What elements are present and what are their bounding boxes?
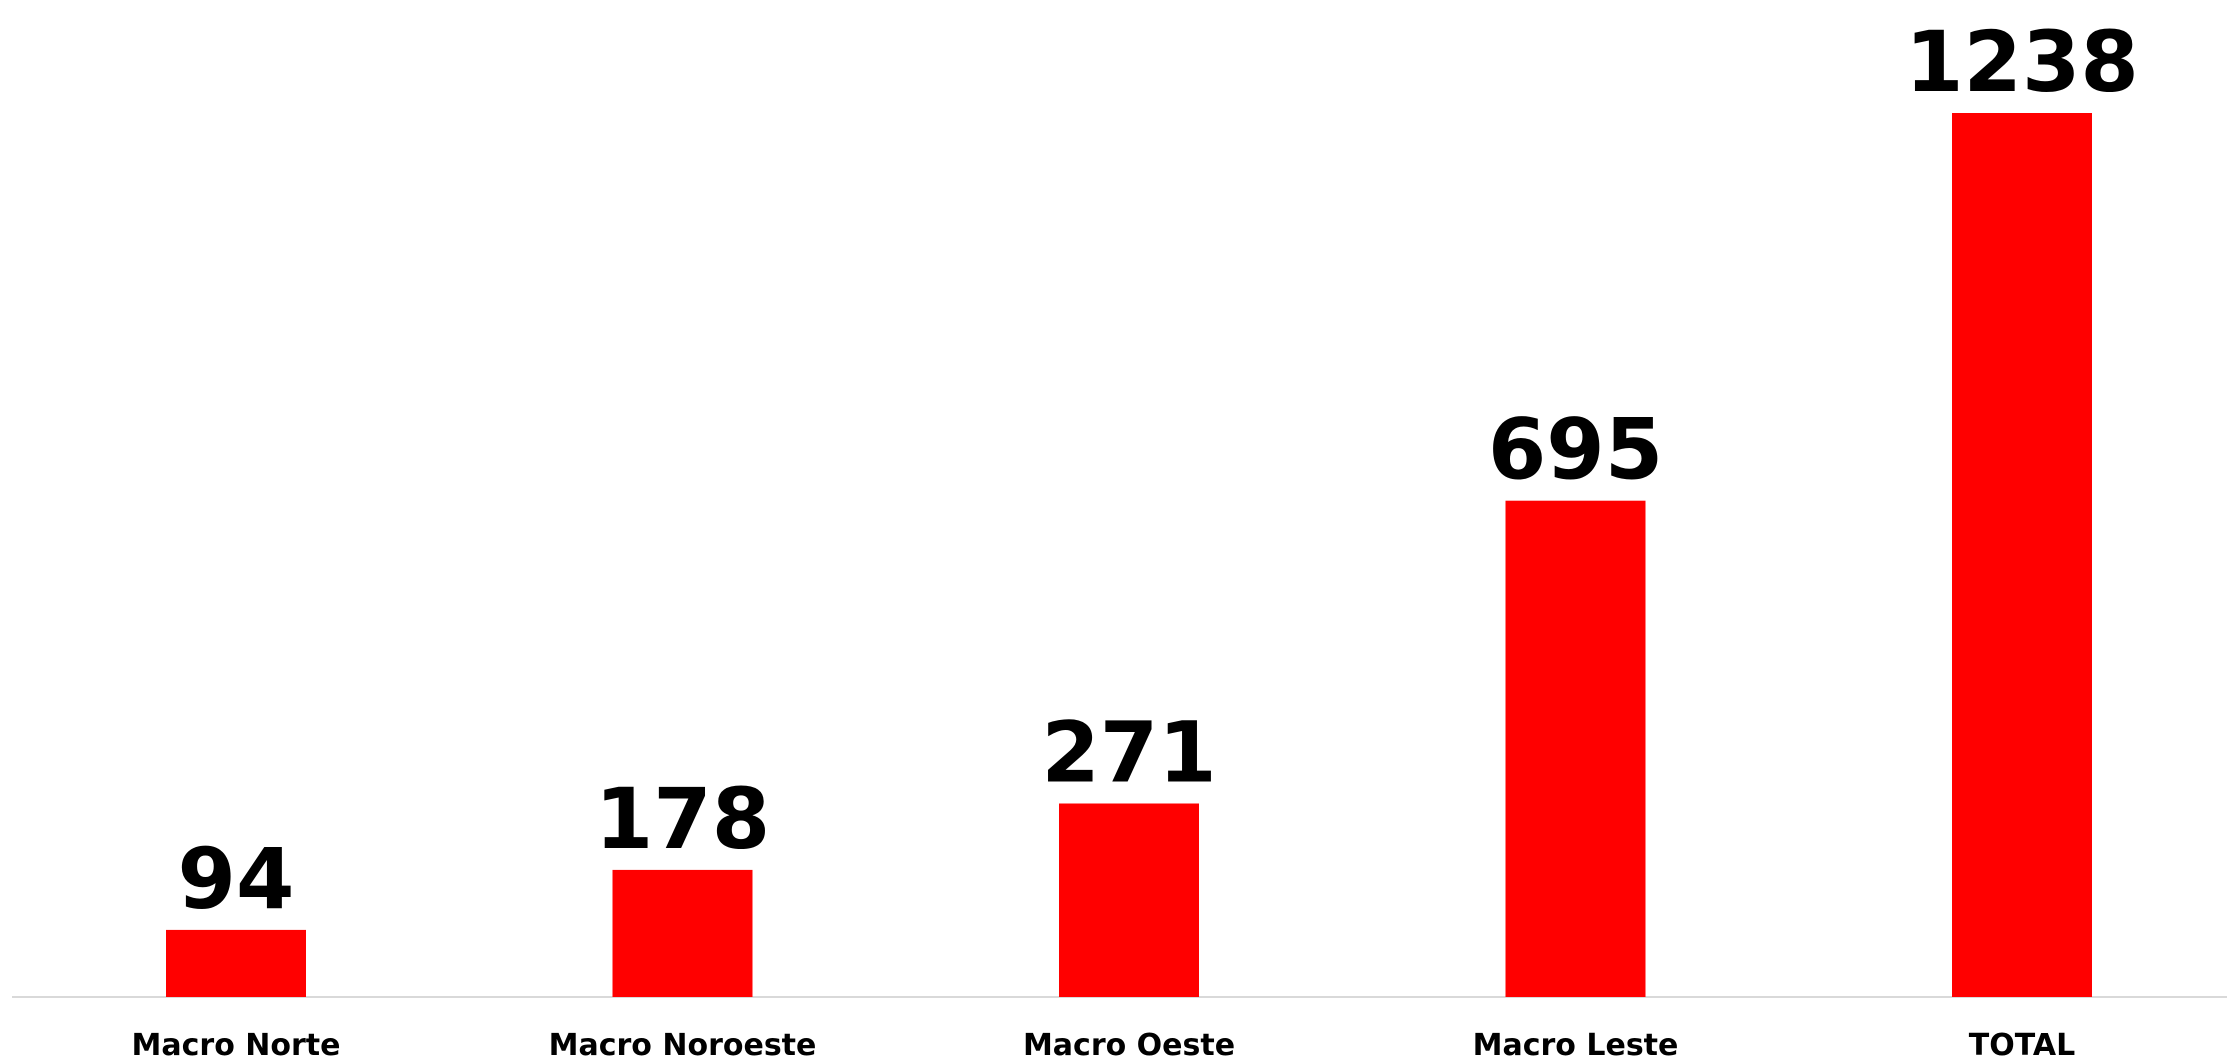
bar xyxy=(1505,500,1646,997)
category-tick-label: Macro Oeste xyxy=(1023,1028,1235,1061)
value-labels-group: 94 178 271 695 1238 xyxy=(178,13,2139,928)
category-tick-label: Macro Noroeste xyxy=(549,1028,817,1061)
category-tick-label: Macro Norte xyxy=(132,1028,341,1061)
category-labels-group: Macro Norte Macro Noroeste Macro Oeste Macr… xyxy=(132,1028,2076,1061)
bars-group xyxy=(166,113,2092,997)
bar xyxy=(1059,803,1199,997)
bar-value-label: 695 xyxy=(1488,401,1663,499)
bar xyxy=(166,929,306,997)
bar xyxy=(1952,113,2092,997)
bar-value-label: 94 xyxy=(178,830,295,928)
bar-value-label: 271 xyxy=(1041,704,1216,802)
category-tick-label: TOTAL xyxy=(1969,1028,2075,1061)
bar-value-label: 178 xyxy=(595,770,770,868)
bar-value-label: 1238 xyxy=(1905,13,2139,111)
category-tick-label: Macro Leste xyxy=(1473,1028,1679,1061)
bar xyxy=(612,869,753,997)
